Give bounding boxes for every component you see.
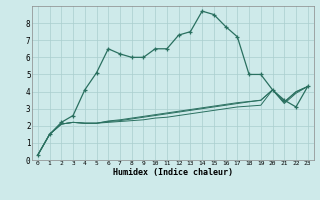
X-axis label: Humidex (Indice chaleur): Humidex (Indice chaleur) — [113, 168, 233, 177]
